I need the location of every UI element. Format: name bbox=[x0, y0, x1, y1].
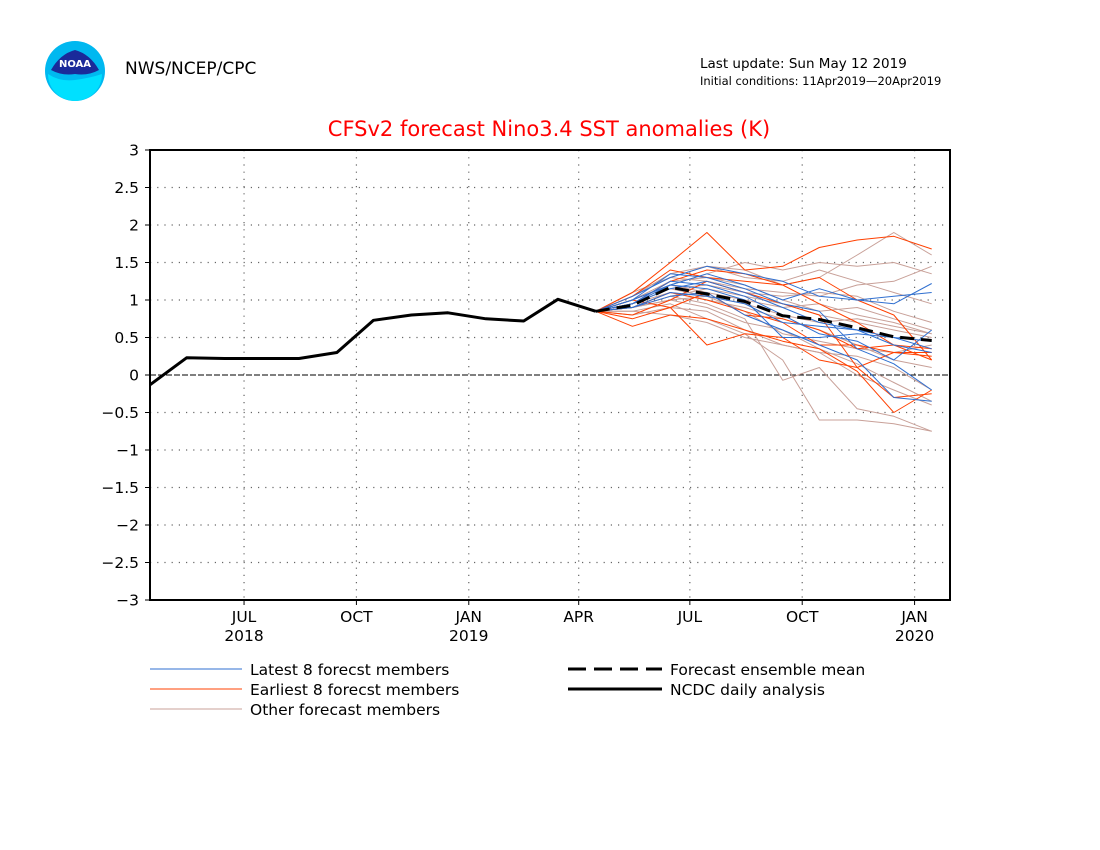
y-tick-label: 2.5 bbox=[114, 179, 139, 197]
earliest-member-line bbox=[595, 280, 932, 398]
x-tick-label: JUL bbox=[231, 608, 257, 626]
x-tick-year-label: 2020 bbox=[895, 627, 934, 645]
y-tick-label: 0.5 bbox=[114, 329, 139, 347]
grid bbox=[150, 150, 950, 600]
y-tick-label: 2 bbox=[129, 217, 139, 235]
last-update-label: Last update: Sun May 12 2019 bbox=[700, 56, 907, 72]
x-tick-label: JUL bbox=[677, 608, 703, 626]
legend-label-earliest: Earliest 8 forecst members bbox=[250, 681, 459, 699]
logo-wave bbox=[48, 74, 102, 101]
main-series bbox=[149, 285, 932, 387]
y-tick-label: 0 bbox=[129, 367, 139, 385]
y-tick-label: −0.5 bbox=[101, 404, 139, 422]
y-tick-label: −1 bbox=[116, 442, 139, 460]
org-label: NWS/NCEP/CPC bbox=[125, 59, 257, 79]
y-tick-label: −1.5 bbox=[101, 479, 139, 497]
earliest-member-line bbox=[595, 232, 932, 312]
latest-member-line bbox=[595, 273, 932, 312]
noaa-logo: NOAA bbox=[45, 41, 105, 101]
latest-member-line bbox=[595, 280, 932, 350]
latest-member-line bbox=[595, 292, 932, 353]
y-tick-label: 1 bbox=[129, 292, 139, 310]
axes: −3−2.5−2−1.5−1−0.500.511.522.53JUL2018OC… bbox=[101, 142, 951, 645]
x-tick-year-label: 2019 bbox=[449, 627, 488, 645]
earliest-member-line bbox=[595, 269, 933, 361]
legend-label-other: Other forecast members bbox=[250, 701, 440, 719]
latest-member-line bbox=[595, 284, 932, 342]
earliest-member-line bbox=[595, 299, 932, 368]
legend: Latest 8 forecst members Earliest 8 forec… bbox=[150, 661, 865, 719]
x-tick-label: JAN bbox=[455, 608, 483, 626]
initial-conditions-label: Initial conditions: 11Apr2019—20Apr2019 bbox=[700, 74, 942, 88]
x-tick-label: APR bbox=[563, 608, 594, 626]
chart-title: CFSv2 forecast Nino3.4 SST anomalies (K) bbox=[328, 117, 770, 141]
logo-bird bbox=[51, 50, 99, 75]
latest-member-line bbox=[595, 292, 932, 402]
x-tick-label: OCT bbox=[340, 608, 373, 626]
ensemble-mean-line bbox=[595, 285, 932, 342]
latest-member-line bbox=[595, 273, 932, 391]
legend-label-latest: Latest 8 forecst members bbox=[250, 661, 449, 679]
y-tick-label: −2.5 bbox=[101, 554, 139, 572]
x-tick-label: JAN bbox=[900, 608, 928, 626]
y-tick-label: 3 bbox=[129, 142, 139, 160]
y-tick-label: −3 bbox=[116, 592, 139, 610]
y-tick-label: −2 bbox=[116, 517, 139, 535]
legend-label-mean: Forecast ensemble mean bbox=[670, 661, 865, 679]
legend-label-analysis: NCDC daily analysis bbox=[670, 681, 825, 699]
x-tick-label: OCT bbox=[786, 608, 819, 626]
plot-frame bbox=[149, 149, 951, 601]
logo-text: NOAA bbox=[59, 59, 91, 70]
x-tick-year-label: 2018 bbox=[224, 627, 263, 645]
forecast-members bbox=[595, 232, 933, 432]
analysis-line bbox=[149, 297, 597, 387]
other-member-line bbox=[595, 307, 932, 391]
y-tick-label: 1.5 bbox=[114, 254, 139, 272]
